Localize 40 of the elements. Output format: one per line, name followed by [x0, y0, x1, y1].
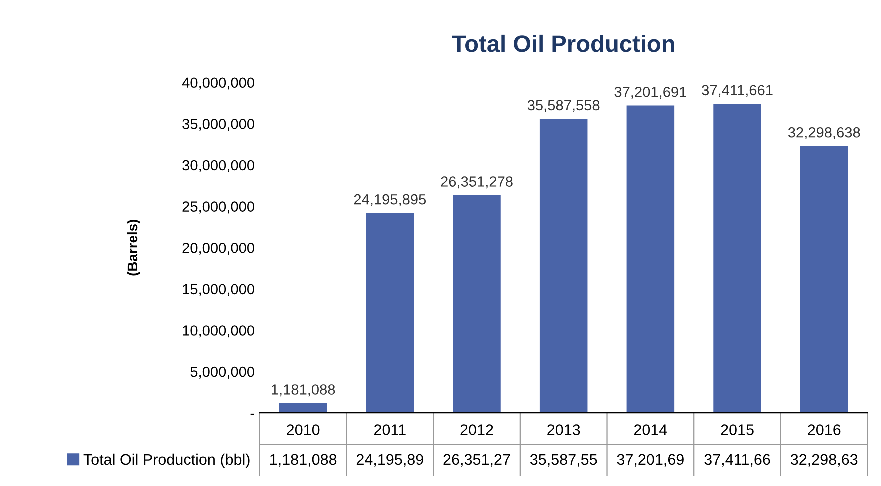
x-tick-label: 2016: [808, 424, 841, 436]
data-label: 26,351,278: [441, 176, 513, 189]
y-tick-label: 5,000,000: [190, 366, 254, 379]
data-label: 35,587,558: [528, 100, 600, 112]
bar: [714, 104, 762, 414]
text: 37,201,69: [617, 454, 684, 467]
bar: [800, 146, 848, 414]
x-tick-label: 2011: [374, 424, 406, 436]
legend-label: Total Oil Production (bbl): [84, 454, 250, 468]
x-tick-label: 2012: [460, 424, 494, 436]
bar: [540, 119, 588, 414]
data-label: 37,201,691: [614, 86, 686, 100]
y-tick-label: 35,000,000: [182, 119, 254, 132]
data-label: 37,411,661: [702, 85, 773, 98]
text: 32,298,63: [790, 454, 858, 467]
y-tick-label: 10,000,000: [183, 326, 254, 338]
bar: [626, 106, 675, 414]
text: 24,195,89: [356, 454, 424, 467]
bar: [279, 403, 328, 414]
y-tick-label: 25,000,000: [182, 202, 254, 214]
x-tick-label: 2015: [721, 424, 754, 436]
text: 37,411,66: [704, 454, 770, 467]
y-axis-title: (Barrels): [127, 220, 140, 276]
x-tick-label: 2013: [548, 424, 580, 436]
y-tick-label: -: [250, 414, 254, 416]
bar: [366, 213, 414, 414]
chart-title: Total Oil Production: [452, 34, 674, 52]
y-tick-label: 15,000,000: [183, 284, 254, 296]
data-label: 1,181,088: [272, 384, 336, 397]
data-label: 32,298,638: [788, 127, 860, 140]
text: 1,181,088: [270, 454, 337, 467]
x-tick-label: 2014: [634, 424, 668, 436]
bar: [453, 195, 501, 414]
data-label: 24,195,895: [354, 194, 426, 206]
y-tick-label: 30,000,000: [182, 160, 254, 172]
text: 35,587,55: [530, 454, 598, 467]
text: 26,351,27: [444, 454, 510, 467]
x-tick-label: 2010: [287, 424, 320, 436]
y-tick-label: 40,000,000: [182, 78, 254, 90]
y-tick-label: 20,000,000: [182, 242, 254, 256]
